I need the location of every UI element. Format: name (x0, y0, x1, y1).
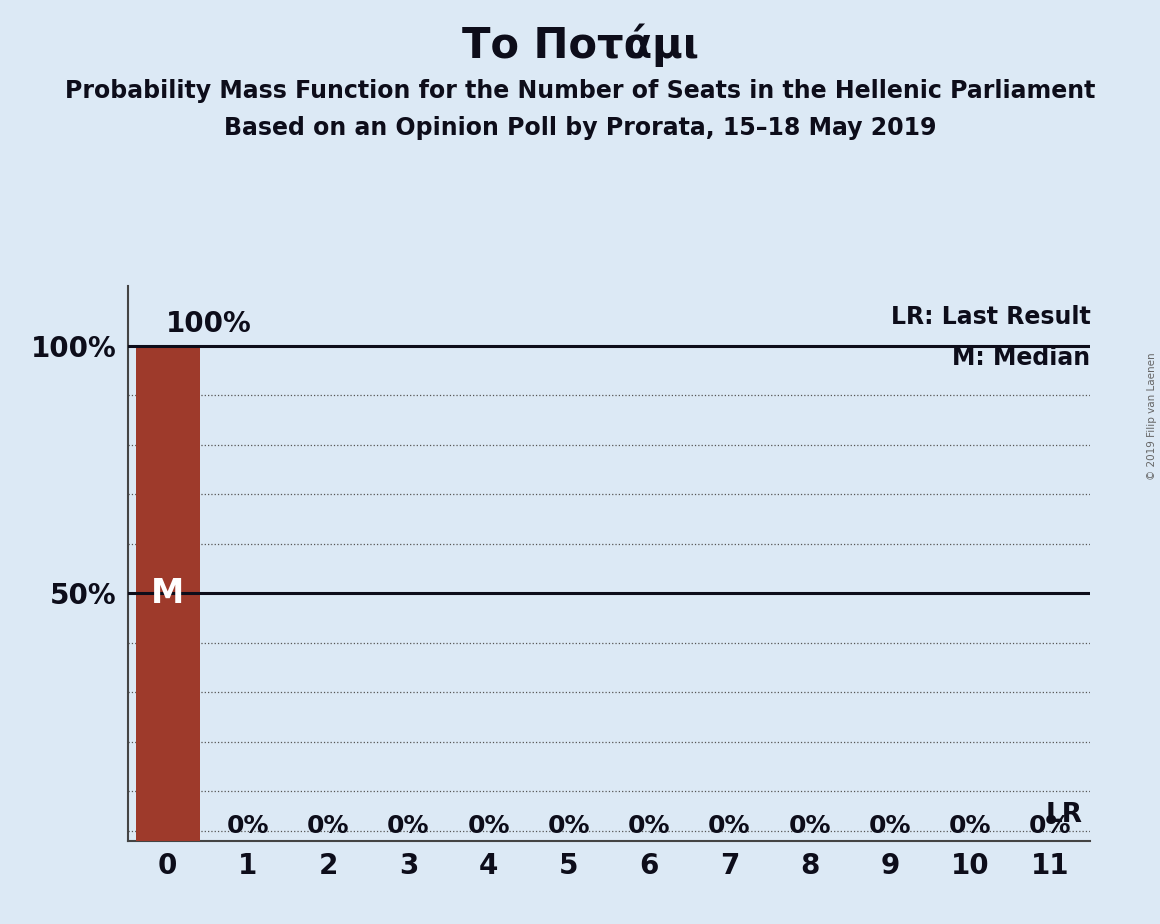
Text: 0%: 0% (387, 814, 429, 838)
Text: LR: Last Result: LR: Last Result (891, 305, 1090, 329)
Text: M: M (151, 577, 184, 610)
Text: © 2019 Filip van Laenen: © 2019 Filip van Laenen (1147, 352, 1157, 480)
Text: Probability Mass Function for the Number of Seats in the Hellenic Parliament: Probability Mass Function for the Number… (65, 79, 1095, 103)
Text: 0%: 0% (708, 814, 751, 838)
Text: 0%: 0% (869, 814, 911, 838)
Text: M: Median: M: Median (952, 346, 1090, 370)
Text: Based on an Opinion Poll by Prorata, 15–18 May 2019: Based on an Opinion Poll by Prorata, 15–… (224, 116, 936, 140)
Text: 0%: 0% (949, 814, 992, 838)
Text: 0%: 0% (307, 814, 349, 838)
Text: 0%: 0% (226, 814, 269, 838)
Text: 0%: 0% (467, 814, 510, 838)
Text: 0%: 0% (548, 814, 590, 838)
Text: 0%: 0% (1029, 814, 1072, 838)
Text: 0%: 0% (789, 814, 831, 838)
Bar (136, 346, 200, 841)
Text: LR: LR (1045, 802, 1082, 829)
Text: 0%: 0% (628, 814, 670, 838)
Text: Το Ποτάμι: Το Ποτάμι (462, 23, 698, 67)
Text: 100%: 100% (166, 310, 252, 338)
